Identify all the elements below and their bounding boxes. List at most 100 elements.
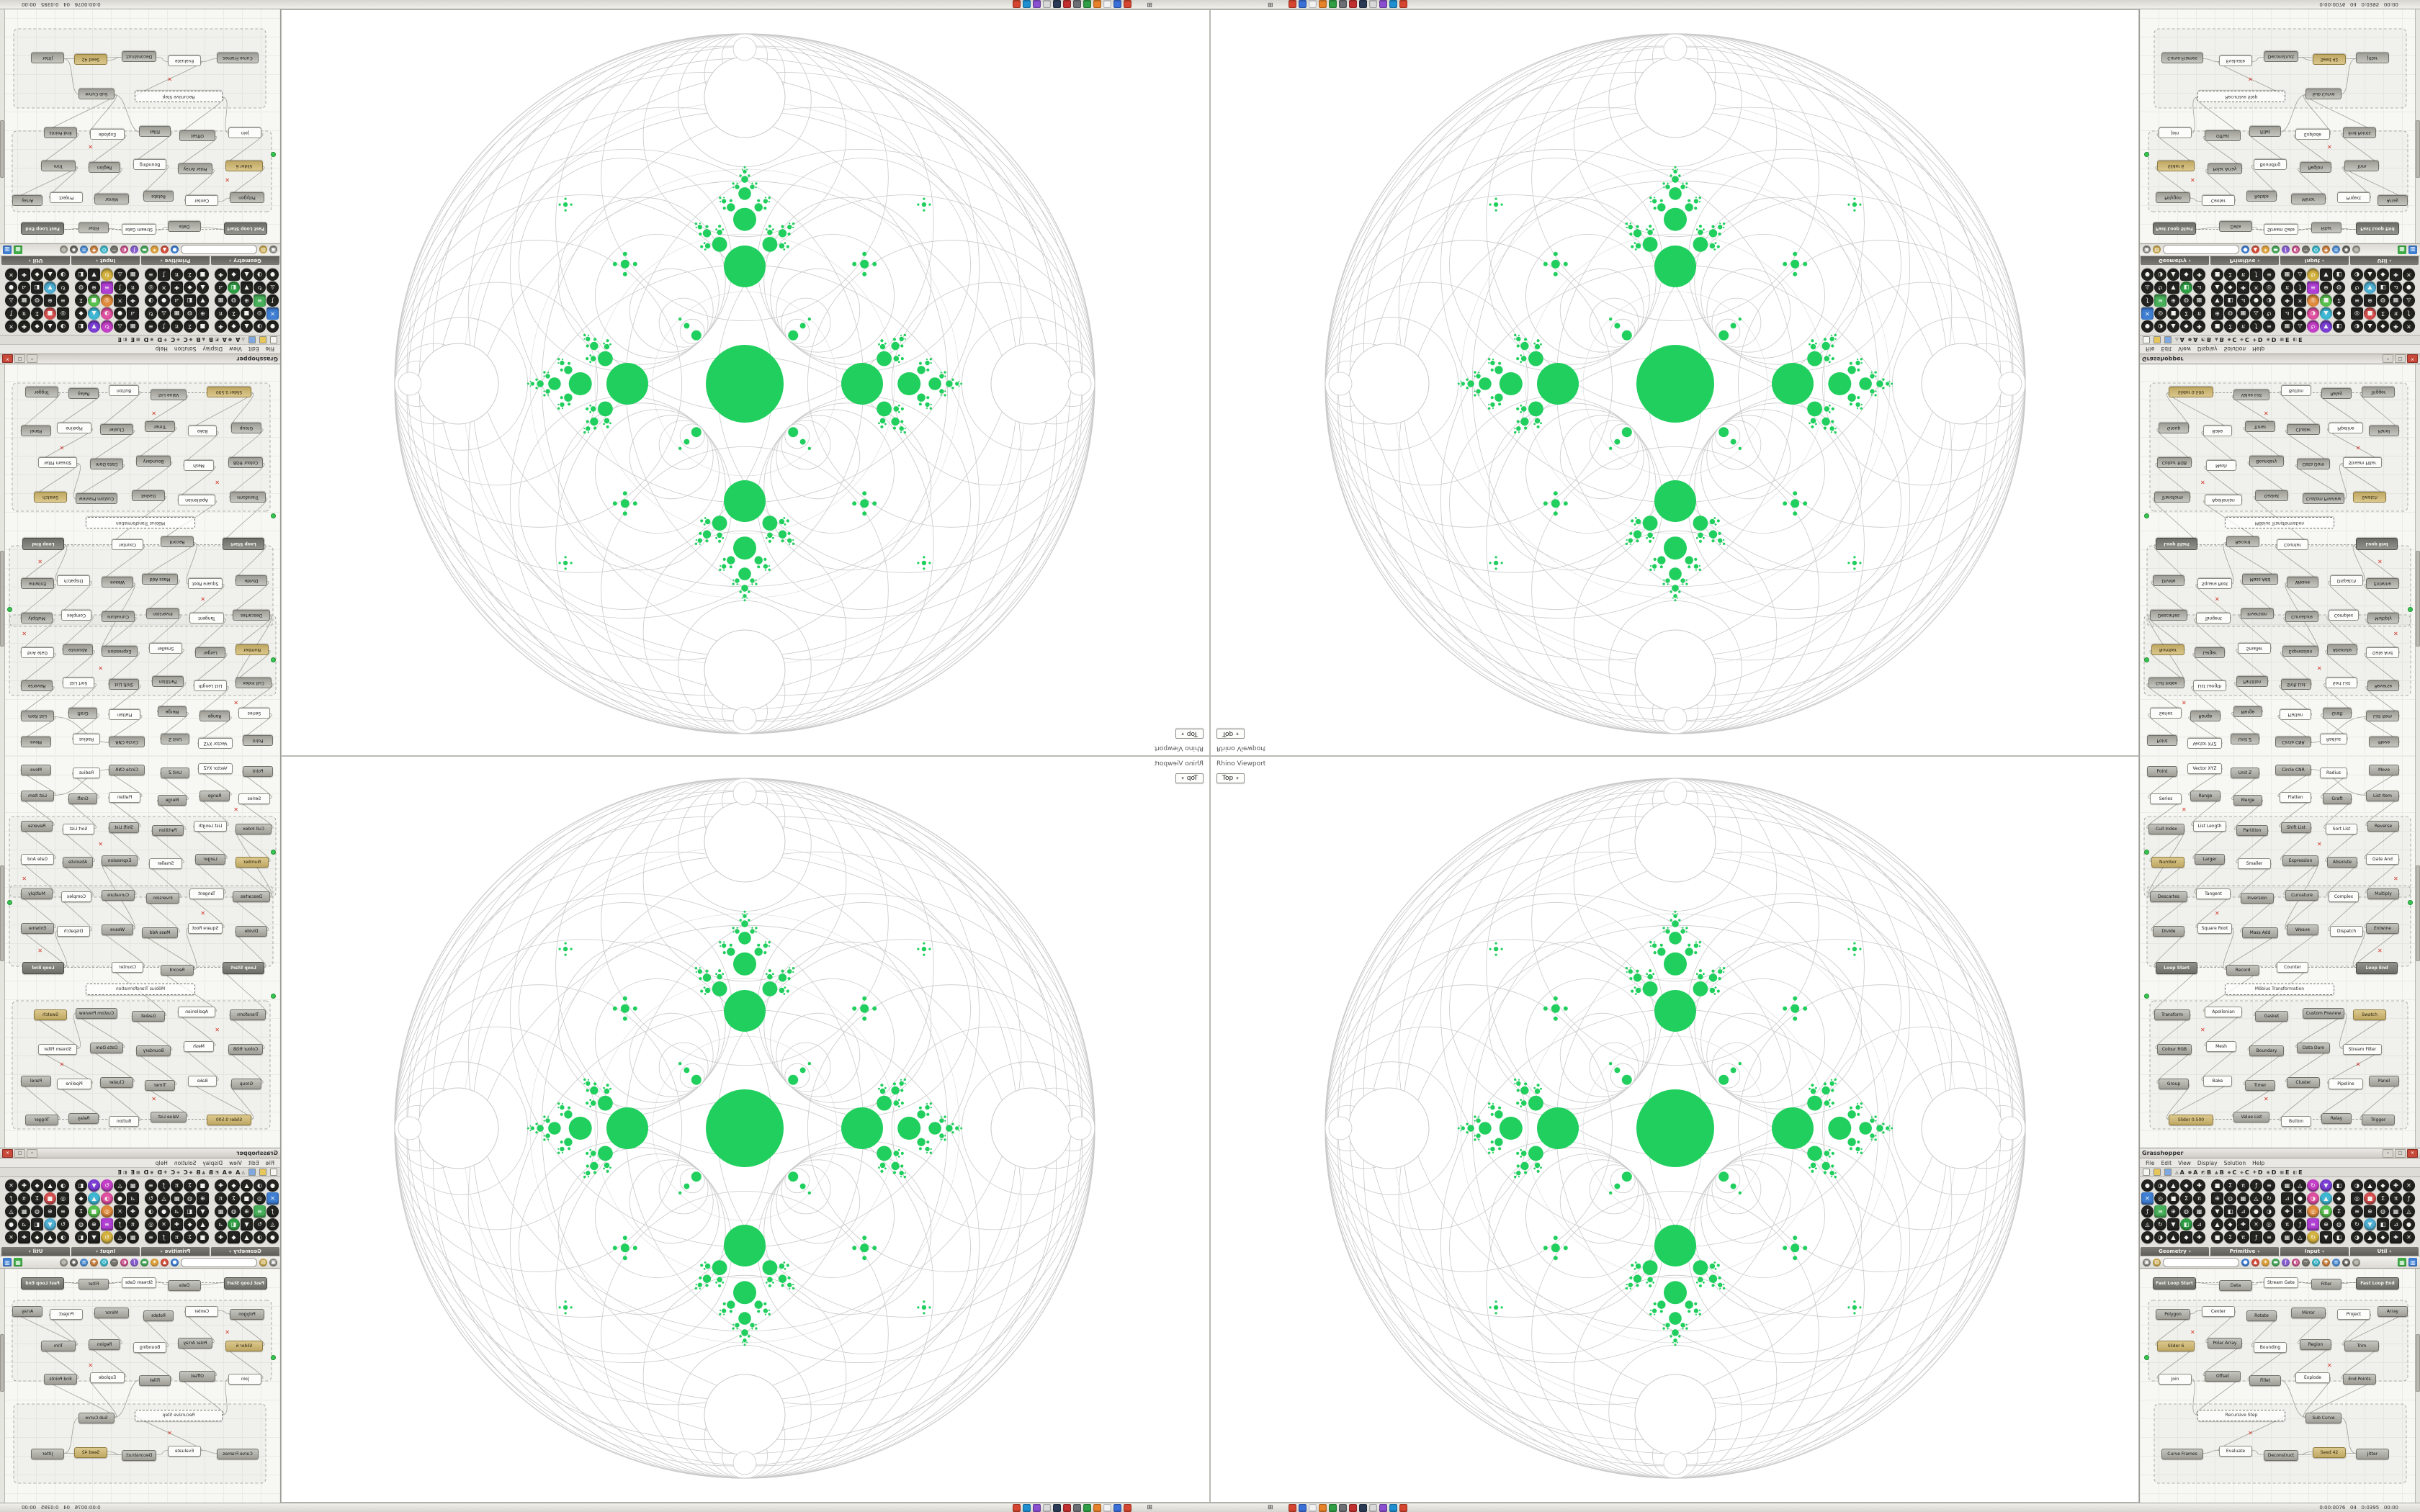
gh-node[interactable]: Complex bbox=[61, 891, 91, 902]
gh-node[interactable]: Gasket bbox=[132, 490, 165, 501]
gh-node[interactable]: Colour RGB bbox=[2157, 1044, 2192, 1055]
gh-node[interactable]: Graft bbox=[68, 793, 97, 804]
component-icon[interactable]: ◍ bbox=[31, 1205, 43, 1218]
menu-item[interactable]: Solution bbox=[2223, 346, 2246, 353]
gh-canvas-upper[interactable]: Point Vector XYZ Unit Z Circle CNR Radius Mov… bbox=[2140, 364, 2420, 756]
component-icon[interactable]: ⊿ bbox=[2193, 282, 2205, 294]
component-icon[interactable]: ƒ bbox=[2250, 269, 2262, 281]
gh-category-tab[interactable]: ◬ A bbox=[236, 1169, 245, 1176]
component-icon[interactable]: π bbox=[2193, 307, 2205, 320]
gh-category-tab[interactable]: ▦ E bbox=[2280, 336, 2290, 343]
component-icon[interactable]: Σ bbox=[2224, 1179, 2236, 1192]
gh-node[interactable]: Sub Curve bbox=[79, 89, 115, 99]
component-icon[interactable]: ✕ bbox=[2250, 1218, 2262, 1230]
gh-node[interactable]: Offset bbox=[2205, 1371, 2241, 1382]
gh-node[interactable]: Dispatch bbox=[2330, 926, 2363, 937]
component-icon[interactable]: ✕ bbox=[2403, 1179, 2415, 1192]
component-icon[interactable]: ◑ bbox=[101, 307, 113, 320]
gh-node[interactable]: Curve Frames bbox=[217, 53, 259, 63]
gh-category-tab[interactable]: ● A bbox=[222, 1169, 233, 1176]
rhino-viewport[interactable]: Rhino Viewport Top ▾ bbox=[281, 756, 1210, 1503]
taskbar-app-icon[interactable] bbox=[1379, 0, 1387, 9]
gh-node[interactable]: Boundary bbox=[2249, 456, 2284, 467]
gh-node[interactable]: Jitter bbox=[2356, 1449, 2389, 1459]
gh-node[interactable]: Polygon bbox=[230, 1309, 264, 1320]
component-icon[interactable]: ≡ bbox=[2263, 269, 2275, 281]
gh-node[interactable]: Timer bbox=[2245, 421, 2275, 432]
gh-canvas-lower[interactable]: Fast Loop Start Data Stream Gate Filter Fast… bbox=[2140, 1269, 2420, 1503]
component-icon[interactable]: ✚ bbox=[215, 1179, 227, 1192]
component-icon[interactable]: ⊕ bbox=[2167, 294, 2179, 307]
gh-node[interactable]: Shift List bbox=[109, 822, 139, 833]
component-icon[interactable]: ≡ bbox=[2263, 1231, 2275, 1243]
gh-node[interactable]: Sort List bbox=[63, 678, 94, 688]
component-icon[interactable]: ▦ bbox=[2281, 1231, 2293, 1243]
open-file-icon[interactable] bbox=[2154, 336, 2161, 343]
gh-node[interactable]: Panel bbox=[21, 426, 51, 436]
gh-node[interactable]: Point bbox=[2147, 735, 2177, 746]
component-icon[interactable]: ● bbox=[5, 282, 17, 294]
gh-category-tab[interactable]: ◉ D bbox=[2266, 1169, 2277, 1176]
component-icon[interactable]: ✚ bbox=[171, 1218, 183, 1230]
taskbar-app-icon[interactable] bbox=[1338, 1503, 1347, 1512]
component-icon[interactable]: ƒ bbox=[2403, 1192, 2415, 1205]
component-icon[interactable]: π bbox=[2390, 307, 2402, 320]
component-icon[interactable]: ◍ bbox=[2377, 294, 2389, 307]
component-icon[interactable]: ⊕ bbox=[197, 1192, 209, 1205]
taskbar-app-icon[interactable] bbox=[1308, 1503, 1317, 1512]
component-icon[interactable]: ▲ bbox=[241, 1179, 253, 1192]
gh-node[interactable]: Seed 42 bbox=[2313, 1447, 2346, 1458]
component-icon[interactable]: ◑ bbox=[101, 1192, 113, 1205]
component-icon[interactable]: ✕ bbox=[114, 1205, 126, 1218]
component-group-label[interactable]: Primitive ▾ bbox=[141, 1247, 210, 1256]
component-icon[interactable]: ↻ bbox=[145, 307, 157, 320]
component-icon[interactable]: ƒ bbox=[266, 294, 279, 307]
gh-node[interactable]: Slider 6 bbox=[2157, 1341, 2195, 1351]
component-icon[interactable]: ■ bbox=[197, 1179, 209, 1192]
scrollbar[interactable] bbox=[2415, 364, 2420, 756]
taskbar-app-icon[interactable] bbox=[1013, 0, 1021, 9]
gh-node[interactable]: Möbius Transformation bbox=[2225, 984, 2334, 995]
component-icon[interactable]: ◆ bbox=[2180, 269, 2192, 281]
gh-node[interactable]: Panel bbox=[2369, 1076, 2399, 1086]
component-icon[interactable]: Σ bbox=[31, 1192, 43, 1205]
gh-node[interactable]: Record bbox=[2226, 965, 2259, 976]
component-icon[interactable]: ■ bbox=[2211, 1179, 2223, 1192]
close-button[interactable]: ✕ bbox=[2, 354, 13, 364]
gh-node[interactable]: Absolute bbox=[2327, 857, 2357, 868]
component-icon[interactable]: ⊿ bbox=[2281, 307, 2293, 320]
component-icon[interactable]: ▼ bbox=[44, 282, 56, 294]
component-icon[interactable]: ↻ bbox=[2351, 1218, 2363, 1230]
gh-node[interactable]: Mirror bbox=[94, 194, 129, 204]
component-icon[interactable]: ↻ bbox=[2263, 307, 2275, 320]
component-icon[interactable]: ⊿ bbox=[2237, 294, 2249, 307]
gh-node[interactable]: Bounding bbox=[133, 159, 166, 170]
gh-node[interactable]: Deconstruct bbox=[122, 1450, 156, 1461]
gh-node[interactable]: Button bbox=[109, 385, 139, 396]
component-icon[interactable]: Σ bbox=[184, 320, 196, 333]
component-icon[interactable]: ≡ bbox=[145, 1231, 157, 1243]
gh-node[interactable]: Evaluate bbox=[2219, 1446, 2252, 1457]
gh-node[interactable]: Explode bbox=[2295, 129, 2330, 140]
gh-node[interactable]: End Points bbox=[2343, 127, 2376, 138]
gh-title-bar[interactable]: Grasshopper – □ ✕ bbox=[2140, 1148, 2420, 1158]
component-icon[interactable]: ◎ bbox=[2263, 1218, 2275, 1230]
wire-display-icon[interactable]: ~ bbox=[2302, 1258, 2310, 1266]
viewport-view-tab[interactable]: Top ▾ bbox=[1175, 773, 1204, 783]
component-icon[interactable]: ƒ bbox=[2141, 294, 2154, 307]
component-icon[interactable]: ✕ bbox=[2141, 1192, 2154, 1205]
gh-node[interactable]: Tangent bbox=[2196, 613, 2231, 624]
component-icon[interactable]: ◧ bbox=[75, 1231, 87, 1243]
gh-node[interactable]: Gasket bbox=[132, 1011, 165, 1022]
cone-icon[interactable]: ▲ bbox=[2251, 246, 2259, 254]
gh-node[interactable]: Merge bbox=[2233, 706, 2262, 717]
gh-node[interactable]: Weave bbox=[2287, 924, 2318, 935]
component-icon[interactable]: Σ bbox=[75, 1205, 87, 1218]
component-icon[interactable]: ▼ bbox=[197, 294, 209, 307]
gh-node[interactable]: Unit Z bbox=[2231, 768, 2259, 778]
component-icon[interactable]: ◎ bbox=[145, 282, 157, 294]
component-icon[interactable]: ⊿ bbox=[127, 307, 139, 320]
gh-node[interactable]: Slider 6 bbox=[225, 161, 263, 171]
component-icon[interactable]: ✕ bbox=[114, 294, 126, 307]
open-file-icon[interactable] bbox=[259, 1169, 266, 1176]
